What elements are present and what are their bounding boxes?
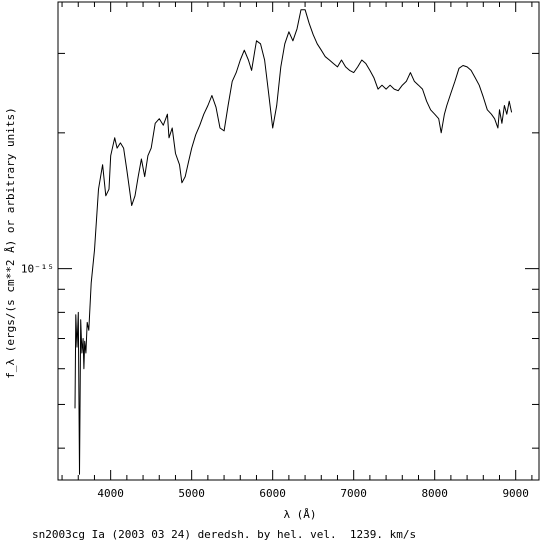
plot-frame bbox=[57, 1, 540, 481]
x-tick-label: 7000 bbox=[340, 487, 367, 500]
spectrum-line bbox=[74, 9, 513, 475]
x-tick-label: 5000 bbox=[178, 487, 205, 500]
x-tick-label: 9000 bbox=[502, 487, 529, 500]
y-axis-label: f_λ (ergs/(s cm**2 Å) or arbitrary units… bbox=[4, 107, 17, 379]
x-axis-label: λ (Å) bbox=[283, 508, 316, 521]
x-tick-label: 4000 bbox=[97, 487, 124, 500]
x-tick-label: 8000 bbox=[421, 487, 448, 500]
x-tick-label: 6000 bbox=[259, 487, 286, 500]
y-tick-label: 10⁻¹⁵ bbox=[21, 263, 54, 276]
chart-caption: sn2003cg Ia (2003 03 24) deredsh. by hel… bbox=[32, 528, 417, 541]
